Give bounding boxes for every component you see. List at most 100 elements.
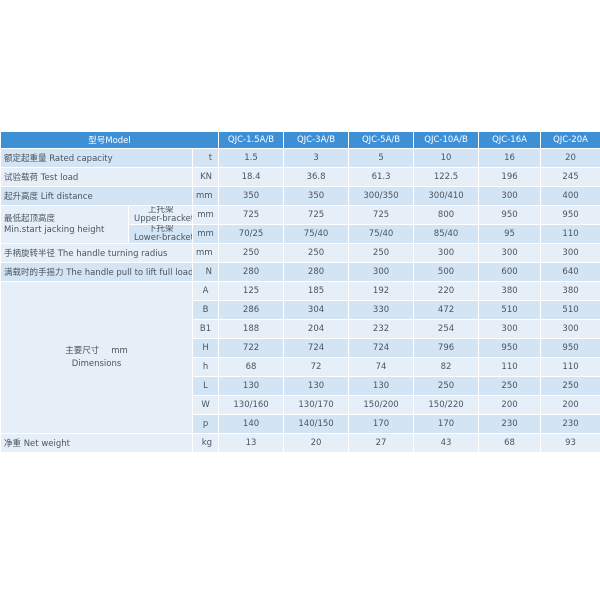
value-cell: 300 <box>478 186 542 206</box>
value-cell: 1.5 <box>218 148 285 168</box>
value-cell: 722 <box>218 338 285 358</box>
value-cell: 510 <box>540 300 600 320</box>
group-label-cn: 最低起顶高度 <box>4 213 56 224</box>
value-cell: 196 <box>478 167 542 187</box>
value-cell: 95 <box>478 224 542 244</box>
dimensions-label-cn: 主要尺寸 <box>65 345 100 356</box>
value-cell: 304 <box>283 300 350 320</box>
row-label: 额定起重量 Rated capacity <box>0 148 193 168</box>
value-cell: 472 <box>413 300 480 320</box>
unit-cell: t <box>191 148 220 168</box>
value-cell: 350 <box>283 186 350 206</box>
dimension-key: H <box>191 338 220 358</box>
table-row: 额定起重量 Rated capacity t 1.5 3 5 10 16 20 <box>0 148 600 168</box>
value-cell: 200 <box>478 395 542 415</box>
sub-label-en: Upper-bracket <box>134 214 193 224</box>
unit-cell: mm <box>191 205 220 225</box>
value-cell: 20 <box>283 433 350 453</box>
value-cell: 110 <box>540 224 600 244</box>
value-cell: 250 <box>540 376 600 396</box>
value-cell: 640 <box>540 262 600 282</box>
value-cell: 380 <box>478 281 542 301</box>
table-row: 满载时的手摇力 The handle pull to lift full loa… <box>0 262 600 282</box>
dimensions-label: 主要尺寸 mm Dimensions <box>0 281 193 434</box>
value-cell: 75/40 <box>348 224 415 244</box>
value-cell: 300/410 <box>413 186 480 206</box>
value-cell: 130 <box>218 376 285 396</box>
value-cell: 300/350 <box>348 186 415 206</box>
value-cell: 950 <box>478 205 542 225</box>
table-row: 型号Model QJC-1.5A/B QJC-3A/B QJC-5A/B QJC-10A… <box>0 131 600 149</box>
sub-label: 上托架 Upper-bracket <box>128 205 193 225</box>
value-cell: 950 <box>540 205 600 225</box>
group-label-en: Min.start jacking height <box>4 224 105 235</box>
value-cell: 500 <box>413 262 480 282</box>
sub-label-cn: 上托架 <box>148 205 174 215</box>
value-cell: 330 <box>348 300 415 320</box>
model-header: QJC-16A <box>478 131 542 149</box>
value-cell: 43 <box>413 433 480 453</box>
unit-cell: kg <box>191 433 220 453</box>
table-row: 手柄旋转半径 The handle turning radius mm 250 250… <box>0 243 600 263</box>
spec-table-wrap: 型号Model QJC-1.5A/B QJC-3A/B QJC-5A/B QJC-10A… <box>0 131 600 453</box>
value-cell: 20 <box>540 148 600 168</box>
dimension-key: p <box>191 414 220 434</box>
value-cell: 724 <box>348 338 415 358</box>
value-cell: 61.3 <box>348 167 415 187</box>
value-cell: 600 <box>478 262 542 282</box>
value-cell: 725 <box>218 205 285 225</box>
table-row: 主要尺寸 mm Dimensions A 125 185 192 220 380 380 <box>0 281 600 434</box>
value-cell: 130/160 <box>218 395 285 415</box>
value-cell: 185 <box>283 281 350 301</box>
unit-cell: mm <box>191 243 220 263</box>
unit-cell: mm <box>191 224 220 244</box>
value-cell: 130/170 <box>283 395 350 415</box>
value-cell: 400 <box>540 186 600 206</box>
value-cell: 125 <box>218 281 285 301</box>
value-cell: 85/40 <box>413 224 480 244</box>
row-label: 试验载荷 Test load <box>0 167 193 187</box>
value-cell: 280 <box>218 262 285 282</box>
value-cell: 130 <box>348 376 415 396</box>
table-row: 最低起顶高度 Min.start jacking height 上托架 Upper-b… <box>0 205 600 244</box>
value-cell: 350 <box>218 186 285 206</box>
value-cell: 724 <box>283 338 350 358</box>
value-cell: 250 <box>413 376 480 396</box>
value-cell: 150/200 <box>348 395 415 415</box>
value-cell: 3 <box>283 148 350 168</box>
value-cell: 140 <box>218 414 285 434</box>
value-cell: 250 <box>218 243 285 263</box>
value-cell: 380 <box>540 281 600 301</box>
value-cell: 16 <box>478 148 542 168</box>
dimension-key: W <box>191 395 220 415</box>
dimensions-unit: mm <box>111 345 128 356</box>
value-cell: 250 <box>348 243 415 263</box>
value-cell: 93 <box>540 433 600 453</box>
value-cell: 250 <box>283 243 350 263</box>
value-cell: 300 <box>478 319 542 339</box>
value-cell: 110 <box>540 357 600 377</box>
value-cell: 250 <box>478 376 542 396</box>
value-cell: 300 <box>478 243 542 263</box>
value-cell: 36.8 <box>283 167 350 187</box>
value-cell: 286 <box>218 300 285 320</box>
value-cell: 122.5 <box>413 167 480 187</box>
value-cell: 74 <box>348 357 415 377</box>
model-header: QJC-1.5A/B <box>218 131 285 149</box>
dimension-key: B1 <box>191 319 220 339</box>
model-header: QJC-5A/B <box>348 131 415 149</box>
value-cell: 725 <box>283 205 350 225</box>
table-row: 净重 Net weight kg 13 20 27 43 68 93 <box>0 433 600 453</box>
value-cell: 796 <box>413 338 480 358</box>
model-header: QJC-10A/B <box>413 131 480 149</box>
value-cell: 220 <box>413 281 480 301</box>
value-cell: 70/25 <box>218 224 285 244</box>
value-cell: 300 <box>348 262 415 282</box>
value-cell: 75/40 <box>283 224 350 244</box>
value-cell: 5 <box>348 148 415 168</box>
row-label: 手柄旋转半径 The handle turning radius <box>0 243 193 263</box>
value-cell: 300 <box>413 243 480 263</box>
value-cell: 82 <box>413 357 480 377</box>
spec-table: 型号Model QJC-1.5A/B QJC-3A/B QJC-5A/B QJC-10A… <box>0 131 600 453</box>
value-cell: 68 <box>218 357 285 377</box>
